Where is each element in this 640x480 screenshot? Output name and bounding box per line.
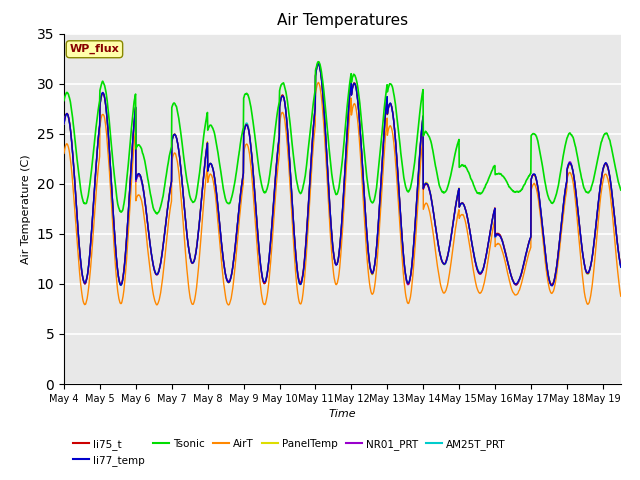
li77_temp (499, 240, 506, 245)
AM25T_PRT (332, 260, 339, 266)
li77_temp (60, 121, 68, 127)
AM25T_PRT (314, 61, 322, 67)
PanelTemp (617, 264, 625, 269)
AirT (601, 171, 609, 177)
PanelTemp (548, 282, 556, 288)
PanelTemp (602, 161, 609, 167)
AM25T_PRT (601, 162, 609, 168)
NR01_PRT (617, 264, 625, 270)
li75_t (60, 121, 68, 127)
Tsonic (317, 64, 324, 70)
Text: WP_flux: WP_flux (70, 44, 119, 54)
Title: Air Temperatures: Air Temperatures (277, 13, 408, 28)
NR01_PRT (601, 161, 609, 167)
Tsonic (88, 159, 96, 165)
li75_t (601, 161, 609, 167)
AirT (314, 80, 322, 85)
AM25T_PRT (317, 69, 324, 74)
NR01_PRT (314, 61, 322, 67)
NR01_PRT (316, 67, 324, 73)
NR01_PRT (602, 161, 609, 167)
PanelTemp (499, 240, 506, 245)
AM25T_PRT (88, 216, 96, 222)
PanelTemp (331, 259, 339, 264)
li75_t (499, 239, 506, 244)
li77_temp (601, 161, 609, 167)
Line: Tsonic: Tsonic (64, 62, 621, 214)
Tsonic (617, 187, 625, 193)
Tsonic (153, 211, 161, 217)
AirT (332, 280, 339, 286)
Line: li77_temp: li77_temp (64, 64, 621, 286)
Tsonic (602, 131, 609, 136)
AirT (60, 150, 68, 156)
Tsonic (499, 173, 507, 179)
Tsonic (60, 97, 68, 103)
Tsonic (601, 131, 609, 136)
li75_t (316, 67, 324, 72)
NR01_PRT (88, 216, 96, 222)
AirT (317, 87, 324, 93)
Y-axis label: Air Temperature (C): Air Temperature (C) (21, 154, 31, 264)
li75_t (331, 259, 339, 265)
AM25T_PRT (499, 240, 507, 245)
NR01_PRT (60, 121, 68, 127)
li75_t (512, 282, 520, 288)
AM25T_PRT (617, 264, 625, 270)
PanelTemp (316, 66, 324, 72)
li77_temp (548, 283, 556, 288)
li75_t (88, 216, 96, 222)
li75_t (314, 61, 322, 67)
AirT (88, 241, 96, 247)
NR01_PRT (499, 239, 506, 245)
Line: AirT: AirT (64, 83, 621, 305)
AM25T_PRT (60, 121, 68, 127)
Tsonic (332, 190, 339, 196)
AirT (602, 171, 609, 177)
li75_t (617, 264, 625, 269)
Line: PanelTemp: PanelTemp (64, 63, 621, 285)
Tsonic (314, 59, 322, 65)
li77_temp (315, 61, 323, 67)
li77_temp (331, 260, 339, 265)
AM25T_PRT (117, 282, 125, 288)
AirT (225, 302, 232, 308)
PanelTemp (601, 161, 609, 167)
X-axis label: Time: Time (328, 409, 356, 419)
Line: NR01_PRT: NR01_PRT (64, 64, 621, 285)
PanelTemp (88, 216, 96, 222)
PanelTemp (315, 60, 323, 66)
NR01_PRT (548, 282, 556, 288)
li77_temp (88, 216, 96, 222)
AirT (617, 293, 625, 299)
AirT (499, 251, 507, 256)
NR01_PRT (331, 259, 339, 265)
Line: li75_t: li75_t (64, 64, 621, 285)
li77_temp (617, 264, 625, 270)
Legend: li75_t, li77_temp, Tsonic, AirT, PanelTemp, NR01_PRT, AM25T_PRT: li75_t, li77_temp, Tsonic, AirT, PanelTe… (69, 435, 509, 470)
li77_temp (602, 160, 609, 166)
li75_t (602, 161, 609, 167)
li77_temp (316, 67, 324, 73)
PanelTemp (60, 121, 68, 127)
AM25T_PRT (602, 161, 609, 167)
Line: AM25T_PRT: AM25T_PRT (64, 64, 621, 285)
